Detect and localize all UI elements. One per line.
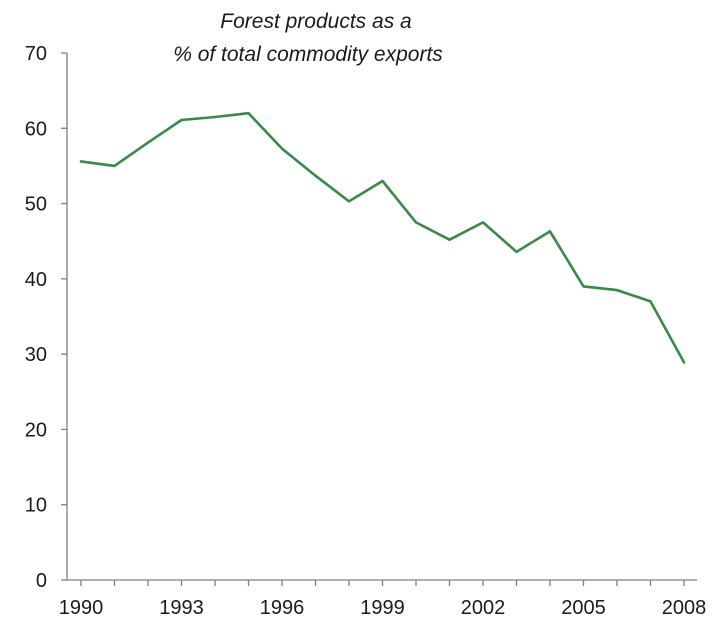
series-group xyxy=(79,111,686,364)
data-point xyxy=(146,141,150,144)
data-point xyxy=(381,179,384,183)
data-point xyxy=(548,230,552,233)
data-point xyxy=(481,221,485,224)
data-point xyxy=(649,300,652,303)
chart-title-line-2: % of total commodity exports xyxy=(173,43,443,66)
x-tick-label: 2005 xyxy=(561,597,606,619)
y-tick-label: 40 xyxy=(25,269,47,291)
data-point xyxy=(113,164,116,168)
x-tick-label: 1996 xyxy=(260,597,305,619)
y-tick-label: 30 xyxy=(25,344,47,366)
data-point xyxy=(615,288,619,292)
data-point xyxy=(79,160,83,163)
data-point xyxy=(280,147,284,150)
y-tick-label: 50 xyxy=(25,194,47,216)
data-point xyxy=(515,250,518,253)
data-point xyxy=(213,115,217,119)
y-tick-label: 60 xyxy=(25,118,47,140)
data-point xyxy=(682,361,686,364)
data-point xyxy=(247,112,250,115)
y-tick-label: 70 xyxy=(25,43,47,65)
y-axis-ticks: 0 10 20 30 40 50 60 70 xyxy=(25,43,67,592)
data-point xyxy=(414,221,418,224)
x-tick-label: 1990 xyxy=(59,597,104,619)
data-point xyxy=(347,200,351,203)
data-point xyxy=(314,174,317,177)
x-axis-ticks: 1990 1993 1996 1999 2002 2005 2008 xyxy=(59,580,707,619)
data-point xyxy=(448,238,451,241)
data-point xyxy=(582,285,585,288)
y-tick-label: 0 xyxy=(36,570,47,592)
x-tick-label: 2002 xyxy=(461,597,506,619)
chart-title-line-1: Forest products as a xyxy=(220,10,411,33)
x-tick-label: 1999 xyxy=(360,597,405,619)
y-tick-label: 20 xyxy=(25,419,47,441)
x-tick-label: 1993 xyxy=(159,597,204,619)
y-tick-label: 10 xyxy=(25,495,47,517)
x-tick-label: 2008 xyxy=(662,597,707,619)
data-point xyxy=(180,118,183,122)
series-line xyxy=(79,111,686,364)
